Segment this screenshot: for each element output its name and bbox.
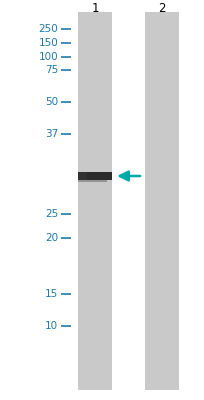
Text: 2: 2 (157, 2, 165, 15)
Bar (78, 172, 86, 180)
Bar (78, 172, 112, 180)
Text: 150: 150 (39, 38, 58, 48)
Text: 15: 15 (45, 289, 58, 299)
Text: 10: 10 (45, 321, 58, 331)
Text: 25: 25 (45, 209, 58, 219)
Bar (78, 12, 112, 390)
Text: 100: 100 (39, 52, 58, 62)
Text: 1: 1 (91, 2, 99, 15)
Bar (144, 12, 178, 390)
Text: 250: 250 (39, 24, 58, 34)
Text: 20: 20 (45, 233, 58, 243)
Text: 50: 50 (45, 97, 58, 107)
Text: 75: 75 (45, 65, 58, 75)
Text: 37: 37 (45, 129, 58, 139)
Bar (78, 180, 107, 182)
